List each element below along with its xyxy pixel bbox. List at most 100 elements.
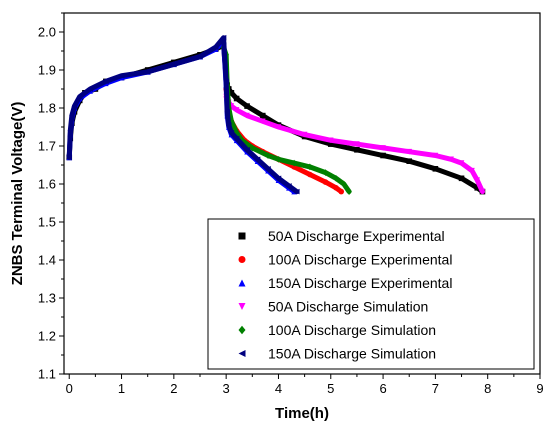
- plot-frame: [63, 12, 541, 375]
- legend-label: 50A Discharge Simulation: [268, 299, 428, 315]
- data-point: [406, 158, 413, 164]
- data-point: [286, 183, 292, 189]
- x-tick-label: 2: [170, 381, 177, 396]
- data-point: [322, 169, 329, 176]
- legend-marker: [238, 350, 246, 357]
- data-point: [275, 175, 282, 182]
- data-point: [406, 148, 413, 155]
- data-point: [307, 163, 313, 171]
- data-point: [354, 141, 360, 147]
- data-point: [432, 152, 439, 159]
- data-point: [327, 137, 334, 144]
- legend-label: 150A Discharge Simulation: [268, 346, 436, 362]
- y-tick-label: 1.7: [38, 139, 56, 154]
- data-point: [275, 124, 282, 130]
- data-point: [474, 185, 481, 191]
- data-point: [76, 93, 83, 100]
- x-axis-title: Time(h): [275, 405, 329, 422]
- data-point: [228, 90, 235, 96]
- data-point: [346, 188, 352, 195]
- data-point: [327, 141, 334, 147]
- y-tick-label: 1.8: [38, 101, 56, 116]
- data-point: [338, 188, 345, 195]
- data-point: [479, 188, 486, 195]
- series-layer: [66, 34, 486, 195]
- tick-layer: 0 1 2 3 4 5 6 7 8 9 1.1 1.2 1.3 1.4 1.5 1.6 1.7 1.8 1.9 2.0: [38, 12, 544, 396]
- data-point: [66, 154, 73, 161]
- data-point: [275, 155, 282, 163]
- data-point: [239, 136, 245, 144]
- x-tick-label: 5: [327, 381, 334, 396]
- data-point: [380, 145, 386, 151]
- legend-label: 100A Discharge Experimental: [268, 252, 452, 268]
- series-4: [220, 43, 352, 195]
- data-point: [244, 147, 250, 153]
- data-point: [474, 177, 481, 183]
- data-point: [333, 174, 339, 182]
- data-point: [197, 53, 203, 60]
- y-tick-label: 1.1: [38, 367, 56, 382]
- data-point: [341, 180, 347, 188]
- x-tick-label: 0: [66, 381, 73, 396]
- data-point: [144, 69, 151, 75]
- data-point: [469, 167, 475, 174]
- data-point: [448, 156, 454, 163]
- data-point: [458, 160, 465, 166]
- data-point: [233, 135, 240, 142]
- legend-marker: [238, 256, 246, 263]
- series-0: [66, 42, 486, 195]
- legend: 50A Discharge Experimental 100A Discharge…: [207, 218, 535, 370]
- data-point: [291, 159, 297, 167]
- data-point: [118, 72, 125, 79]
- data-point: [249, 144, 256, 152]
- x-tick-label: 4: [275, 381, 282, 396]
- data-point: [301, 131, 308, 138]
- data-point: [103, 78, 109, 85]
- legend-marker: [238, 303, 246, 310]
- y-tick-label: 1.2: [38, 329, 56, 344]
- data-point: [224, 109, 230, 115]
- y-tick-label: 1.4: [38, 253, 56, 268]
- data-point: [244, 103, 250, 109]
- x-tick-label: 7: [432, 381, 439, 396]
- data-point: [432, 166, 439, 172]
- x-tick-label: 8: [484, 381, 491, 396]
- data-point: [233, 95, 240, 102]
- data-point: [67, 128, 74, 134]
- x-tick-label: 3: [223, 381, 230, 396]
- series-3: [223, 93, 486, 195]
- data-point: [228, 129, 235, 136]
- data-point: [354, 147, 360, 153]
- series-5: [66, 34, 300, 195]
- data-point: [322, 179, 329, 185]
- legend-label: 150A Discharge Experimental: [268, 275, 452, 291]
- data-point: [244, 112, 250, 119]
- data-point: [220, 34, 227, 41]
- legend-label: 100A Discharge Simulation: [268, 322, 436, 338]
- y-tick-label: 1.5: [38, 215, 56, 230]
- series-line: [221, 44, 352, 195]
- data-point: [212, 44, 219, 50]
- data-point: [380, 152, 386, 159]
- y-axis-title: ZNBS Terminal Voltage(V): [9, 102, 26, 286]
- data-point: [69, 112, 75, 119]
- data-point: [233, 107, 240, 113]
- y-tick-label: 1.9: [38, 63, 56, 78]
- data-point: [458, 175, 465, 182]
- data-point: [259, 118, 266, 125]
- y-tick-label: 2.0: [38, 25, 56, 40]
- x-tick-label: 6: [379, 381, 386, 396]
- data-point: [333, 185, 339, 191]
- data-point: [254, 156, 261, 163]
- data-point: [87, 86, 93, 92]
- data-point: [223, 78, 229, 85]
- series-line: [66, 42, 485, 195]
- series-line: [223, 94, 485, 195]
- data-point: [265, 166, 271, 172]
- x-tick-label: 9: [536, 381, 543, 396]
- data-point: [71, 103, 78, 109]
- data-point: [259, 112, 266, 119]
- data-point: [307, 171, 313, 178]
- data-point: [225, 122, 232, 128]
